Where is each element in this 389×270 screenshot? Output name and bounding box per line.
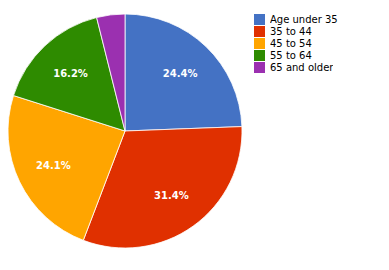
svg-text:24.1%: 24.1%: [36, 160, 71, 171]
svg-text:31.4%: 31.4%: [154, 190, 189, 201]
html-text:45 to 54: 45 to 54: [270, 38, 312, 49]
html-text:35 to 44: 35 to 44: [270, 26, 312, 37]
html-text:Age under 35: Age under 35: [270, 14, 338, 25]
svg-text:24.4%: 24.4%: [163, 68, 198, 79]
html-text:55 to 64: 55 to 64: [270, 50, 312, 61]
svg-text:16.2%: 16.2%: [53, 68, 88, 79]
html-text:65 and older: 65 and older: [270, 62, 334, 73]
